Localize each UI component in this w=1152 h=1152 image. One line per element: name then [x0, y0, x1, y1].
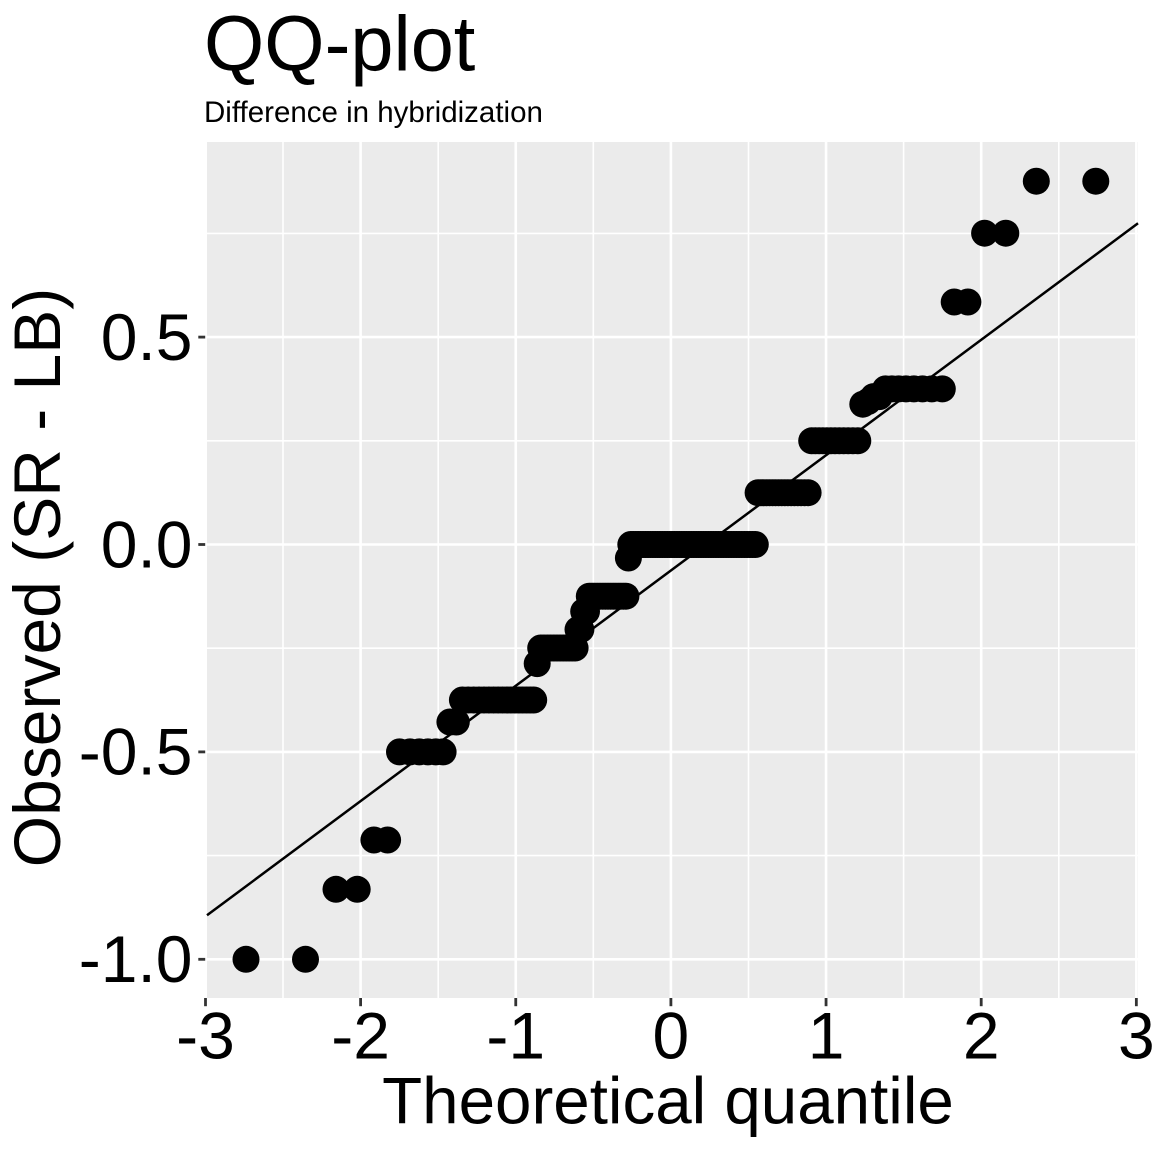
svg-text:-1: -1 — [486, 999, 545, 1073]
svg-text:Observed (SR - LB): Observed (SR - LB) — [0, 288, 74, 868]
svg-text:0.5: 0.5 — [101, 300, 193, 374]
svg-text:2: 2 — [963, 999, 1000, 1073]
svg-text:Theoretical quantile: Theoretical quantile — [382, 1065, 954, 1138]
svg-text:-2: -2 — [331, 999, 390, 1073]
svg-text:0: 0 — [653, 999, 690, 1073]
svg-text:-3: -3 — [176, 999, 235, 1073]
svg-text:QQ-plot: QQ-plot — [204, 2, 475, 88]
svg-text:3: 3 — [1118, 999, 1152, 1073]
svg-text:-0.5: -0.5 — [79, 715, 193, 789]
svg-text:0.0: 0.0 — [101, 507, 193, 581]
svg-text:1: 1 — [808, 999, 845, 1073]
svg-text:-1.0: -1.0 — [79, 922, 193, 996]
svg-text:Difference in hybridization: Difference in hybridization — [204, 96, 543, 129]
